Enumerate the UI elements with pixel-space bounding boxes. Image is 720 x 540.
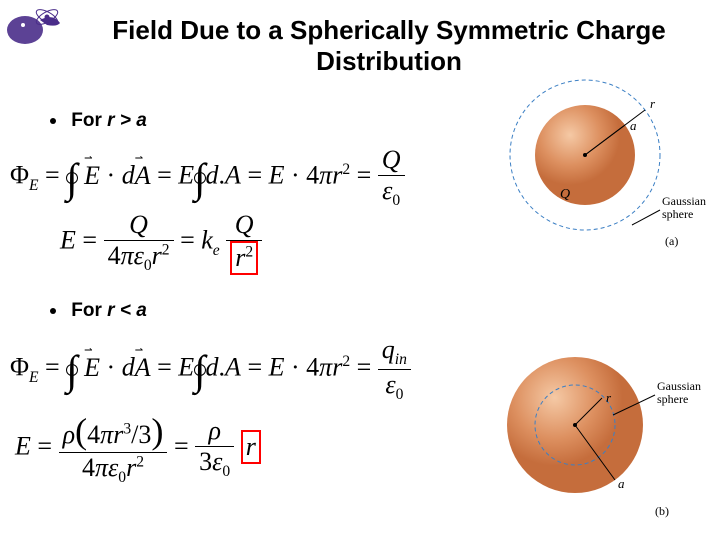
equation-flux-outer: ΦE = ∫ ⇀E · d⇀A = E∫d.A = E · 4πr2 = Qε0 (10, 145, 405, 210)
figure-a: a r Q Gaussian sphere (a) (500, 70, 710, 250)
svg-text:Gaussian: Gaussian (657, 379, 701, 393)
equation-field-inner: E = ρ(4πr3/3)4πε0r2 = ρ3ε0 r (15, 410, 261, 487)
svg-text:Q: Q (560, 187, 570, 202)
svg-text:a: a (630, 118, 637, 133)
bullet-inner-condition: r < a (107, 300, 147, 321)
bullet-outer: For r > a (50, 110, 147, 132)
equation-flux-inner: ΦE = ∫ ⇀E · d⇀A = E∫d.A = E · 4πr2 = qin… (10, 335, 411, 404)
svg-text:Gaussian: Gaussian (662, 194, 706, 208)
bullet-dot-icon (50, 308, 56, 314)
figure-b: r a Gaussian sphere (b) (490, 340, 710, 520)
bullet-outer-condition: r > a (107, 110, 147, 131)
svg-text:a: a (618, 476, 625, 491)
page-title: Field Due to a Spherically Symmetric Cha… (78, 15, 700, 77)
svg-text:r: r (650, 96, 656, 111)
bullet-inner: For r < a (50, 300, 147, 322)
svg-text:(a): (a) (665, 234, 678, 248)
equation-field-outer: E = Q4πε0r2 = ke Qr2 (60, 210, 262, 275)
svg-text:(b): (b) (655, 504, 669, 518)
bullet-outer-prefix: For (71, 110, 107, 131)
title-text: Field Due to a Spherically Symmetric Cha… (112, 15, 665, 76)
bullet-inner-prefix: For (71, 300, 107, 321)
svg-text:sphere: sphere (657, 392, 688, 406)
logo (5, 5, 65, 55)
svg-text:sphere: sphere (662, 207, 693, 221)
bullet-dot-icon (50, 118, 56, 124)
